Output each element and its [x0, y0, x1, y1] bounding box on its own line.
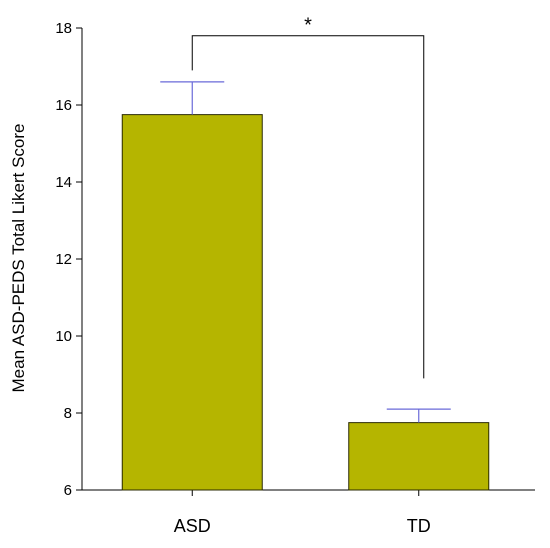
bar-td — [348, 422, 490, 491]
y-tick-label-10: 10 — [55, 328, 72, 345]
y-tick-label-8: 8 — [64, 405, 72, 422]
significance-asterisk: * — [304, 15, 312, 37]
bar-asd — [121, 114, 263, 491]
y-tick-label-16: 16 — [55, 97, 72, 114]
significance-line — [191, 35, 425, 379]
y-tick-label-18: 18 — [55, 20, 72, 37]
chart-error-bars — [160, 81, 451, 423]
chart-axes: 6 8 10 12 14 16 18 ASD TD — [55, 20, 535, 536]
x-tick-label-td: TD — [407, 516, 431, 536]
y-tick-label-6: 6 — [64, 482, 72, 499]
x-tick-label-asd: ASD — [174, 516, 211, 536]
y-tick-label-12: 12 — [55, 251, 72, 268]
y-axis-title: Mean ASD-PEDS Total Likert Score — [9, 124, 28, 393]
significance-bracket: * — [191, 15, 425, 379]
chart-bars — [121, 114, 490, 491]
y-tick-label-14: 14 — [55, 174, 72, 191]
